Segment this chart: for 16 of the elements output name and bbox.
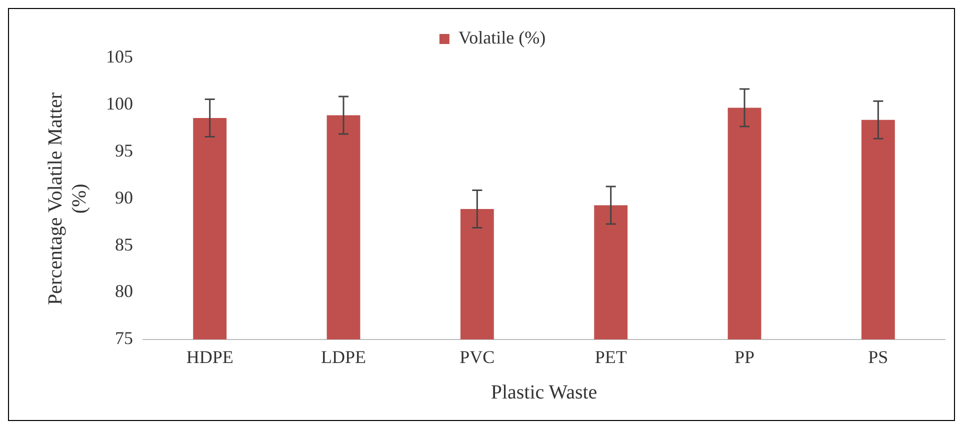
y-tick-label: 90	[115, 187, 133, 208]
x-tick-label: HDPE	[186, 346, 234, 367]
y-tick-label: 105	[106, 46, 133, 67]
x-tick-label: LDPE	[321, 346, 366, 367]
x-axis-title: Plastic Waste	[490, 381, 598, 404]
y-tick-label: 75	[115, 328, 133, 348]
x-tick-label: PS	[868, 346, 888, 367]
y-tick-label: 80	[115, 281, 133, 302]
x-tick-label: PVC	[460, 346, 495, 367]
y-axis-title: Percentage Volatile Matter (%)	[44, 92, 90, 305]
y-tick-label: 100	[106, 94, 133, 114]
x-tick-label: PET	[594, 346, 627, 367]
x-tick-label: PP	[734, 346, 755, 367]
legend-label: Volatile (%)	[458, 28, 546, 48]
y-tick-label: 95	[115, 140, 133, 161]
y-tick-label: 85	[115, 234, 133, 254]
